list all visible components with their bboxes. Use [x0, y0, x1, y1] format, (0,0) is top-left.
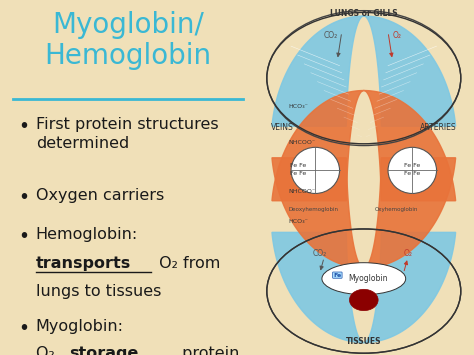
Text: Fe Fe: Fe Fe: [290, 171, 306, 176]
Text: Fe Fe: Fe Fe: [404, 171, 420, 176]
Polygon shape: [272, 91, 456, 201]
Text: •: •: [18, 320, 29, 339]
Text: protein: protein: [177, 346, 239, 355]
Text: LUNGS or GILLS: LUNGS or GILLS: [330, 9, 398, 18]
Text: O₂: O₂: [36, 346, 60, 355]
Text: O₂: O₂: [403, 249, 412, 258]
Text: Fe Fe: Fe Fe: [404, 163, 420, 168]
Text: •: •: [18, 227, 29, 246]
Text: Myoglobin/
Hemoglobin: Myoglobin/ Hemoglobin: [45, 11, 211, 70]
Text: transports: transports: [36, 256, 131, 271]
Text: HCO₃⁻: HCO₃⁻: [289, 104, 309, 109]
Text: Myoglobin:: Myoglobin:: [36, 320, 124, 334]
Text: CO₂: CO₂: [324, 31, 338, 40]
Text: NHCOO⁻: NHCOO⁻: [289, 140, 316, 144]
Text: Oxygen carriers: Oxygen carriers: [36, 188, 164, 203]
Text: O₂ from: O₂ from: [154, 256, 220, 271]
Text: ARTERIES: ARTERIES: [420, 123, 456, 132]
Ellipse shape: [349, 289, 378, 311]
Ellipse shape: [291, 147, 339, 193]
Polygon shape: [272, 232, 456, 343]
Text: Myoglobin: Myoglobin: [348, 274, 388, 283]
Text: Hemoglobin:: Hemoglobin:: [36, 227, 138, 242]
Text: O₂: O₂: [392, 31, 401, 40]
Text: Fe Fe: Fe Fe: [290, 163, 306, 168]
Polygon shape: [272, 16, 456, 126]
Ellipse shape: [322, 263, 406, 295]
Text: First protein structures
determined: First protein structures determined: [36, 117, 219, 151]
Text: Deoxyhemoglobin: Deoxyhemoglobin: [289, 207, 339, 212]
Text: NHCOO⁻: NHCOO⁻: [289, 189, 316, 194]
Text: •: •: [18, 188, 29, 207]
Text: Oxyhemoglobin: Oxyhemoglobin: [375, 207, 418, 212]
Text: storage: storage: [69, 346, 138, 355]
Text: TISSUES: TISSUES: [346, 337, 382, 346]
Ellipse shape: [388, 147, 437, 193]
Text: lungs to tissues: lungs to tissues: [36, 284, 161, 299]
Text: VEINS: VEINS: [271, 123, 294, 132]
Text: Fe: Fe: [333, 273, 341, 278]
Polygon shape: [272, 158, 456, 268]
Text: •: •: [18, 117, 29, 136]
Text: HCO₃⁻: HCO₃⁻: [289, 219, 309, 224]
Text: CO₂: CO₂: [312, 249, 327, 258]
